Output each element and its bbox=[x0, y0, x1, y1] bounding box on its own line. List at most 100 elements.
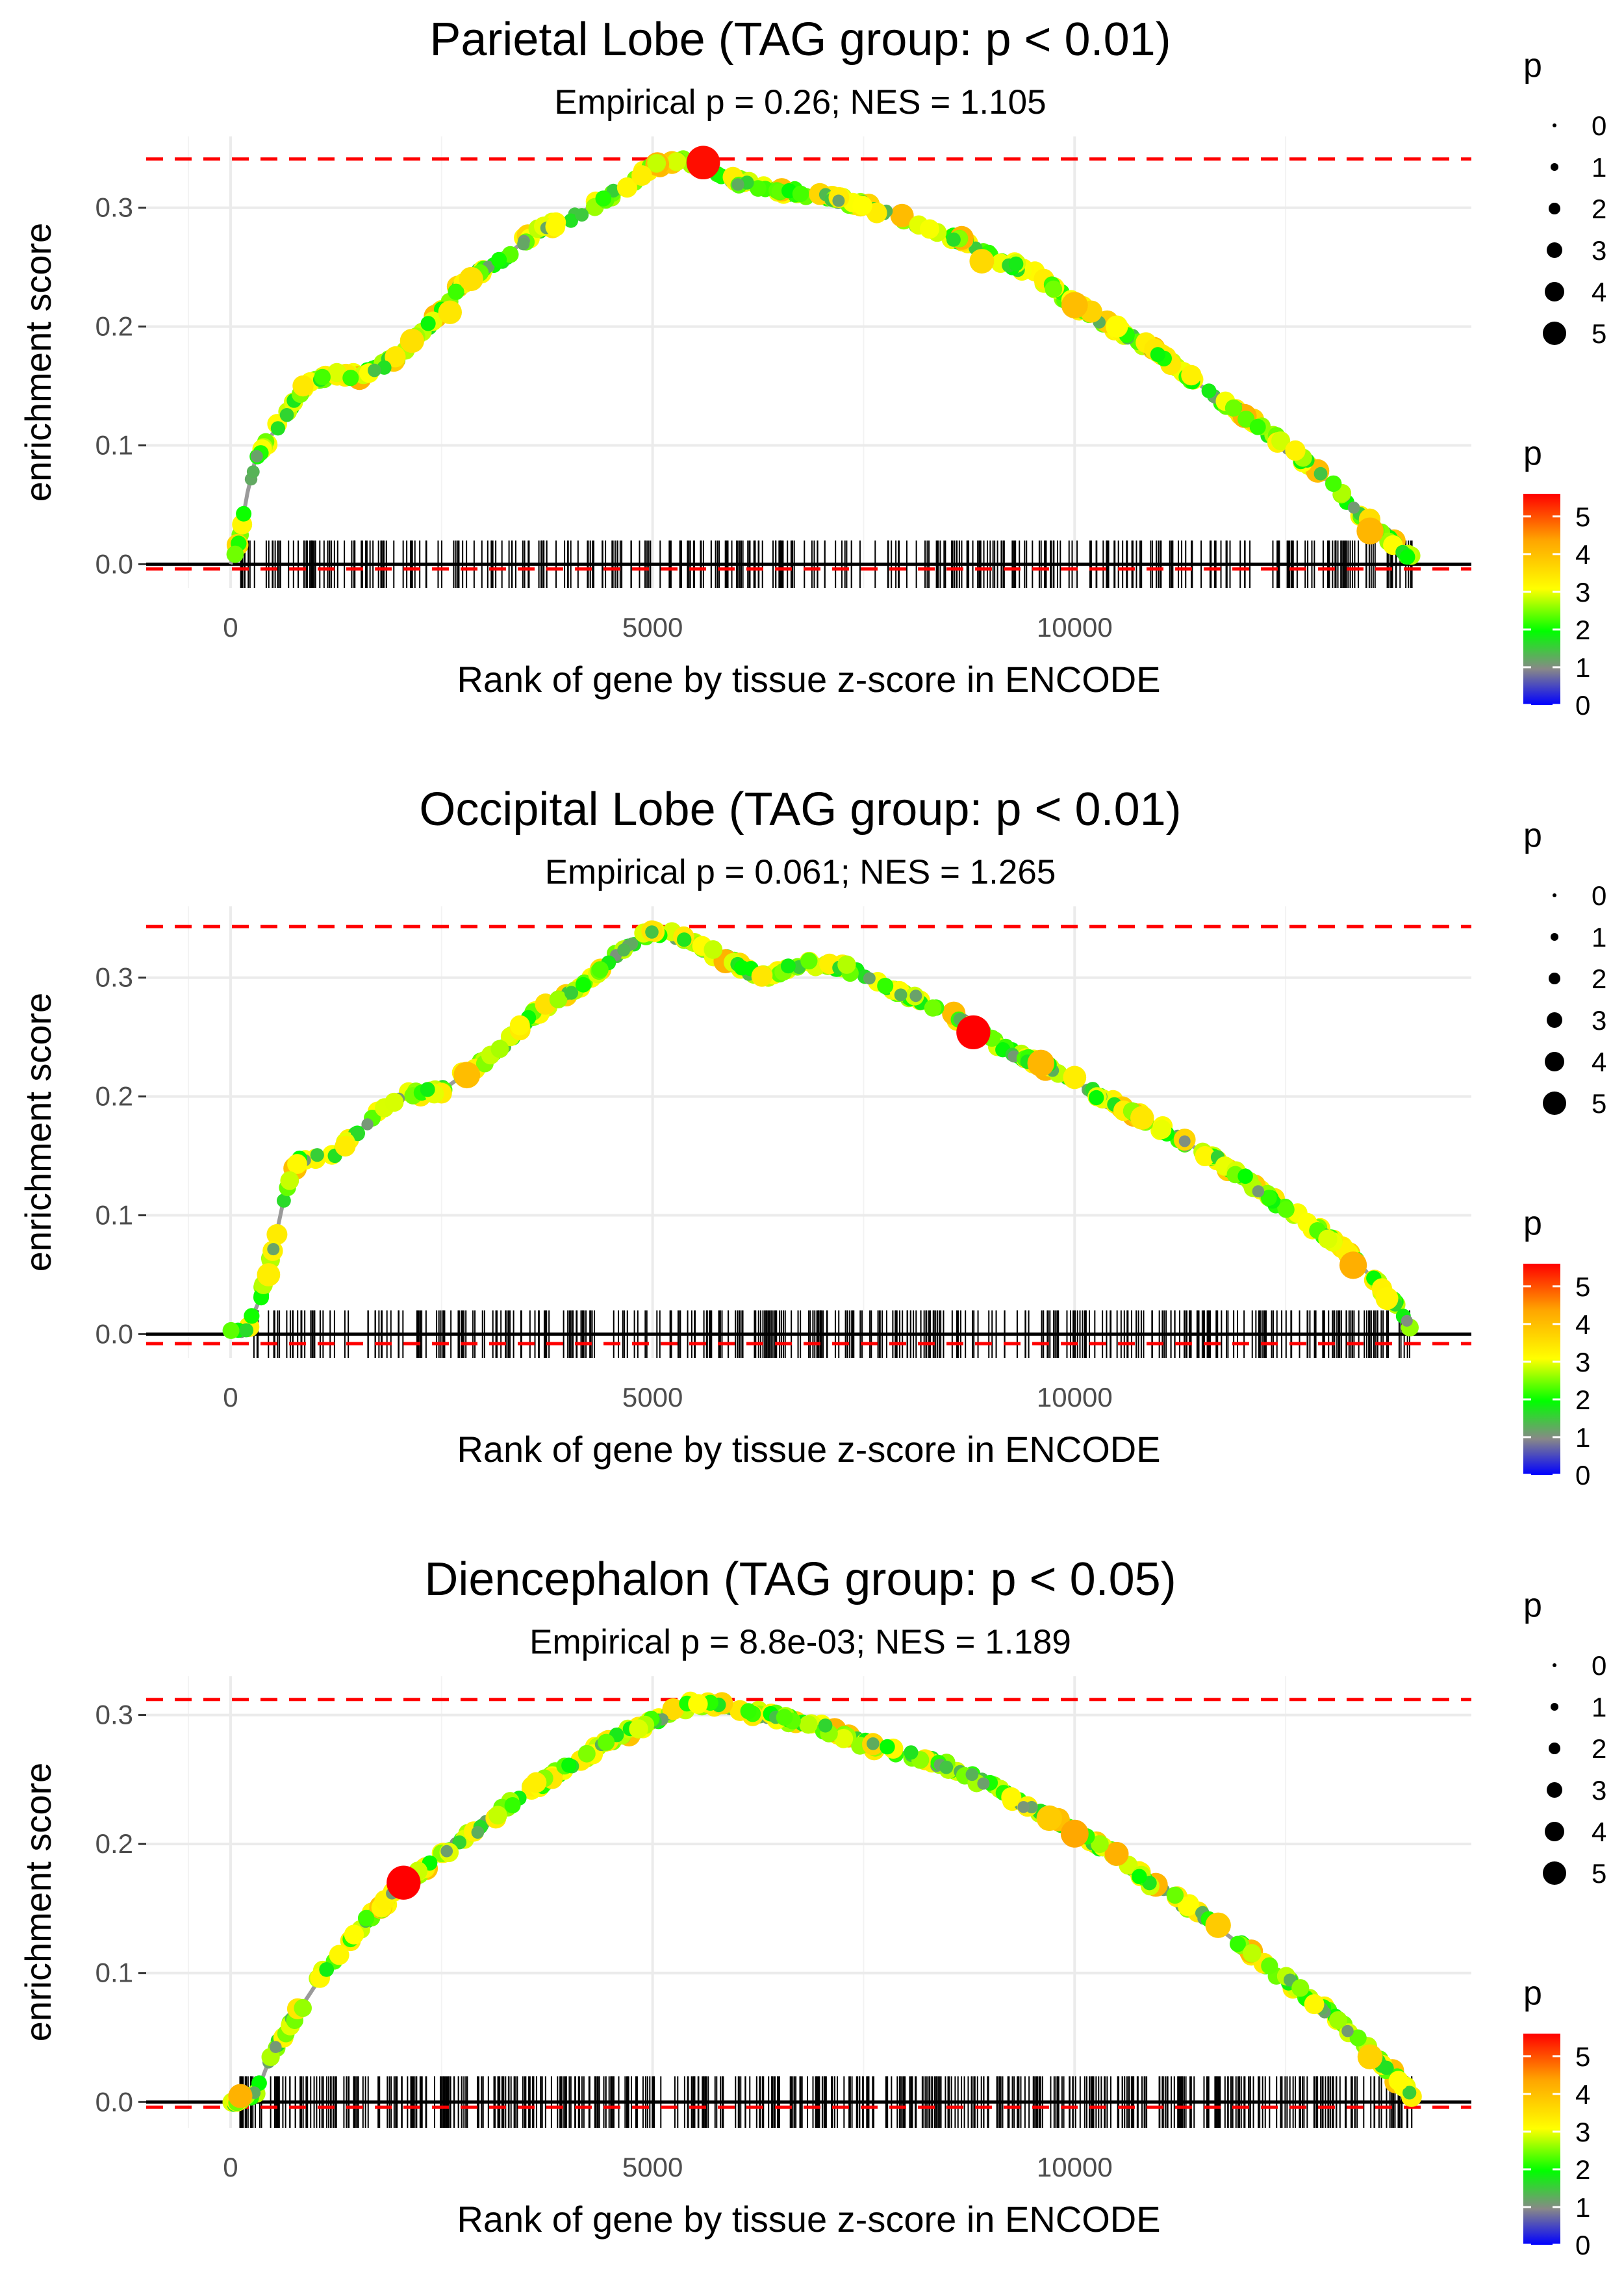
color-legend-title: p bbox=[1523, 1205, 1542, 1242]
es-point bbox=[617, 943, 631, 957]
size-legend-dot bbox=[1553, 1663, 1556, 1667]
es-point-highlight bbox=[1060, 1819, 1089, 1848]
es-point bbox=[575, 208, 589, 222]
color-legend-label: 0 bbox=[1575, 690, 1590, 721]
es-point bbox=[731, 178, 744, 191]
es-point bbox=[904, 1745, 919, 1760]
es-point bbox=[509, 1015, 530, 1036]
panel-subtitle: Empirical p = 0.26; NES = 1.105 bbox=[554, 83, 1046, 121]
es-point bbox=[832, 194, 845, 207]
x-tick-label: 0 bbox=[223, 612, 238, 643]
es-point bbox=[1341, 2025, 1354, 2038]
x-tick-label: 0 bbox=[223, 1382, 238, 1412]
es-point bbox=[246, 465, 260, 478]
color-legend-label: 2 bbox=[1575, 1385, 1590, 1415]
size-legend-dot bbox=[1549, 973, 1560, 984]
x-tick-label: 5000 bbox=[622, 2152, 683, 2182]
es-point bbox=[647, 153, 666, 173]
es-point bbox=[488, 1806, 507, 1825]
size-legend-label: 3 bbox=[1592, 235, 1606, 266]
es-point-highlight bbox=[1339, 1251, 1367, 1279]
es-point bbox=[561, 1757, 577, 1773]
es-point bbox=[266, 1224, 288, 1245]
es-point-highlight bbox=[438, 300, 463, 324]
es-point bbox=[420, 316, 436, 331]
es-point bbox=[226, 545, 244, 563]
es-point bbox=[1329, 2011, 1347, 2030]
es-points bbox=[222, 1691, 1422, 2112]
es-point bbox=[1224, 399, 1243, 417]
es-point bbox=[504, 1797, 521, 1813]
es-point-highlight bbox=[257, 1263, 281, 1286]
grid bbox=[146, 1676, 1471, 2128]
es-point bbox=[792, 185, 809, 203]
es-point bbox=[863, 972, 876, 985]
es-point bbox=[1318, 1229, 1338, 1249]
size-legend-label: 5 bbox=[1592, 318, 1606, 349]
es-point bbox=[894, 988, 907, 1002]
es-point bbox=[1237, 1168, 1253, 1184]
running-es-line bbox=[230, 1700, 1414, 2104]
es-point bbox=[440, 1845, 453, 1858]
es-points bbox=[222, 920, 1419, 1339]
es-point bbox=[1152, 1119, 1172, 1140]
es-point bbox=[549, 990, 568, 1008]
es-point bbox=[357, 1910, 375, 1926]
es-point bbox=[526, 1772, 547, 1793]
size-legend-dot bbox=[1545, 1052, 1564, 1071]
x-tick-label: 5000 bbox=[622, 612, 683, 643]
size-legend-dot bbox=[1545, 1822, 1564, 1841]
es-point bbox=[1045, 280, 1063, 298]
es-point bbox=[1379, 2060, 1394, 2075]
size-legend-dot bbox=[1547, 1782, 1562, 1798]
size-legend-dot bbox=[1551, 933, 1558, 941]
panel-title: Occipital Lobe (TAG group: p < 0.01) bbox=[419, 784, 1181, 836]
es-point bbox=[1401, 1314, 1413, 1327]
es-point bbox=[1304, 1994, 1325, 2015]
size-legend-dot bbox=[1547, 1012, 1562, 1028]
size-legend-label: 4 bbox=[1592, 1817, 1606, 1847]
y-tick-label: 0.1 bbox=[95, 1958, 133, 1988]
es-point-highlight bbox=[1061, 292, 1088, 319]
es-point bbox=[920, 219, 939, 239]
es-point bbox=[946, 232, 961, 247]
es-point bbox=[1001, 1787, 1022, 1808]
panel-subtitle: Empirical p = 0.061; NES = 1.265 bbox=[545, 853, 1056, 891]
es-point bbox=[577, 1744, 596, 1763]
color-legend-label: 3 bbox=[1575, 577, 1590, 607]
es-point bbox=[1237, 411, 1255, 428]
es-point bbox=[799, 1715, 818, 1734]
es-point-highlight bbox=[400, 328, 424, 353]
es-point bbox=[1195, 1146, 1215, 1166]
es-point bbox=[279, 408, 294, 422]
es-point bbox=[564, 986, 579, 1000]
size-legend-dot bbox=[1551, 163, 1558, 171]
panel-title: Parietal Lobe (TAG group: p < 0.01) bbox=[429, 14, 1171, 66]
es-point bbox=[924, 999, 942, 1017]
size-legend-label: 1 bbox=[1592, 152, 1606, 183]
es-point bbox=[837, 955, 856, 974]
size-legend-label: 0 bbox=[1592, 880, 1606, 911]
color-legend-label: 0 bbox=[1575, 1460, 1590, 1490]
es-point bbox=[294, 1999, 312, 2017]
es-point bbox=[645, 925, 659, 939]
es-point-highlight bbox=[459, 266, 483, 292]
x-tick-label: 10000 bbox=[1037, 612, 1113, 643]
y-axis-label: enrichment score bbox=[18, 223, 58, 502]
size-legend-title: p bbox=[1523, 817, 1542, 854]
es-point bbox=[1178, 1896, 1198, 1917]
y-tick-label: 0.0 bbox=[95, 2086, 133, 2117]
x-tick-label: 5000 bbox=[622, 1382, 683, 1412]
es-point bbox=[350, 1127, 365, 1142]
color-legend-label: 4 bbox=[1575, 2079, 1590, 2110]
y-tick-label: 0.2 bbox=[95, 1828, 133, 1859]
size-legend-title: p bbox=[1523, 1587, 1542, 1624]
panel-2: Occipital Lobe (TAG group: p < 0.01) Empi… bbox=[18, 784, 1606, 1490]
es-point bbox=[1229, 1935, 1246, 1952]
size-legend-label: 2 bbox=[1592, 1733, 1606, 1764]
es-point bbox=[335, 1136, 356, 1157]
es-point bbox=[890, 203, 914, 227]
color-legend-label: 2 bbox=[1575, 615, 1590, 645]
size-legend-label: 2 bbox=[1592, 964, 1606, 994]
size-legend-dot bbox=[1543, 1861, 1566, 1885]
